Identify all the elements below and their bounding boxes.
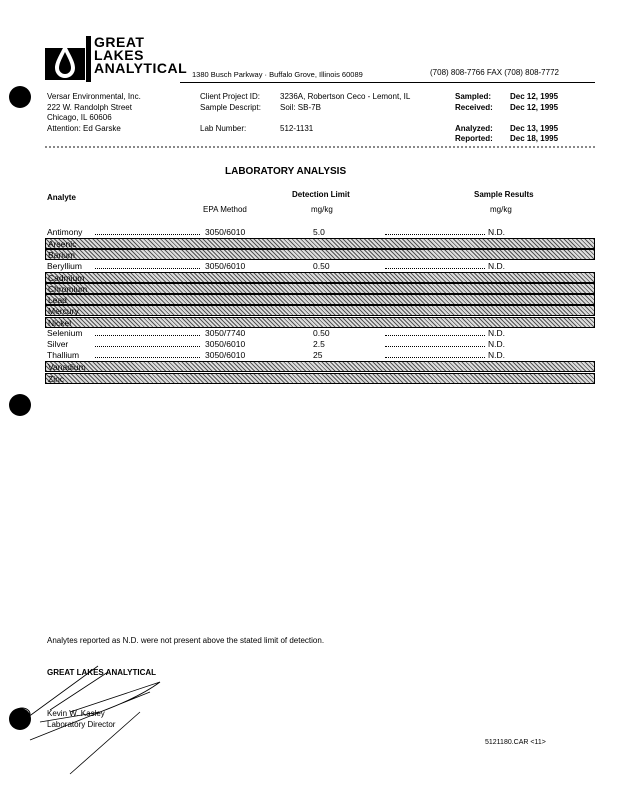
analyte-cell: Nickel <box>48 317 72 328</box>
header-detection-limit: Detection Limit <box>292 190 350 199</box>
leader-dots <box>385 334 485 336</box>
logo-icon <box>45 44 85 80</box>
leader-dots <box>95 234 200 235</box>
leader-dots <box>95 357 200 359</box>
table-row: Mercury <box>45 305 595 317</box>
table-row: Antimony 3050/6010 5.0 N.D. <box>45 227 595 238</box>
leader-dots <box>95 346 200 347</box>
file-reference: 5121180.CAR <11> <box>485 739 546 746</box>
punch-hole <box>9 394 31 416</box>
analyte-cell: Antimony <box>47 227 83 237</box>
epa-method-cell: 3050/7740 <box>205 327 246 338</box>
analyte-cell: Barium <box>48 250 75 261</box>
lab-phone: (708) 808-7766 FAX (708) 808-7772 <box>430 68 559 77</box>
analyte-cell: Zinc <box>48 373 65 384</box>
analyte-cell: Lead <box>48 295 67 306</box>
table-row: Zinc <box>45 372 595 384</box>
detection-limit-cell: 0.50 <box>313 327 330 338</box>
leader-dots <box>95 267 200 269</box>
logo-text: GREAT LAKES ANALYTICAL <box>94 34 188 76</box>
table-row: Lead <box>45 294 595 306</box>
detection-limit-cell: 2.5 <box>313 339 325 349</box>
table-row: Nickel <box>45 316 595 328</box>
signer-name: Kevin W. Kasley <box>47 709 105 718</box>
detection-limit-cell: 5.0 <box>313 227 325 237</box>
leader-dots <box>385 357 485 359</box>
header-analyte: Analyte <box>47 193 76 202</box>
epa-method-cell: 3050/6010 <box>205 339 246 349</box>
result-cell: N.D. <box>488 227 505 237</box>
analyte-cell: Arsenic <box>48 239 77 250</box>
epa-method-cell: 3050/6010 <box>205 260 246 271</box>
analyte-cell: Mercury <box>48 306 79 317</box>
logo-bar <box>86 36 91 82</box>
header-epa-method: EPA Method <box>203 205 247 214</box>
table-row: Thallium 3050/6010 25 N.D. <box>45 350 595 361</box>
table-row: Selenium 3050/7740 0.50 N.D. <box>45 328 595 339</box>
header-dl-units: mg/kg <box>311 205 333 214</box>
analyte-cell: Thallium <box>47 350 80 361</box>
detection-limit-cell: 25 <box>313 350 323 361</box>
table-row: Silver 3050/6010 2.5 N.D. <box>45 339 595 350</box>
table-row: Chromium <box>45 283 595 294</box>
header-sr-units: mg/kg <box>490 205 512 214</box>
leader-dots <box>385 234 485 235</box>
report-title: LABORATORY ANALYSIS <box>225 166 347 177</box>
header-rule <box>180 82 595 83</box>
leader-dots <box>95 334 200 336</box>
signature <box>13 665 161 775</box>
analyte-cell: Selenium <box>47 327 83 338</box>
date-values: Dec 12, 1995 Dec 12, 1995 Dec 13, 1995 Dec… <box>510 92 559 143</box>
result-cell: N.D. <box>488 260 505 271</box>
date-labels: Sampled: Received: Analyzed: Reported: <box>455 92 493 143</box>
analyte-cell: Chromium <box>48 284 88 294</box>
leader-dots <box>385 346 485 347</box>
project-values: 3236A, Robertson Ceco - Lemont, IL Soil: … <box>280 92 411 133</box>
analyte-cell: Silver <box>47 339 69 349</box>
analyte-cell: Cadmium <box>48 272 85 283</box>
footnote: Analytes reported as N.D. were not prese… <box>47 636 325 645</box>
analyte-cell: Vanadium <box>48 362 86 373</box>
epa-method-cell: 3050/6010 <box>205 350 246 361</box>
divider <box>45 146 595 148</box>
result-cell: N.D. <box>488 327 505 338</box>
leader-dots <box>385 267 485 269</box>
table-row: Arsenic <box>45 238 595 250</box>
project-labels: Client Project ID: Sample Descript: Lab N… <box>200 92 261 133</box>
result-cell: N.D. <box>488 350 505 361</box>
analyte-cell: Beryllium <box>47 260 82 271</box>
result-cell: N.D. <box>488 339 505 349</box>
table-row: Vanadium <box>45 361 595 373</box>
epa-method-cell: 3050/6010 <box>205 227 246 237</box>
table-row: Cadmium <box>45 271 595 283</box>
client-block: Versar Environmental, Inc. 222 W. Randolp… <box>47 92 141 133</box>
signer-title: Laboratory Director <box>47 720 116 729</box>
lab-address: 1380 Busch Parkway · Buffalo Grove, Illi… <box>192 70 363 79</box>
signature-company: GREAT LAKES ANALYTICAL <box>47 668 157 677</box>
table-row: Barium <box>45 249 595 261</box>
detection-limit-cell: 0.50 <box>313 260 330 271</box>
header-sample-results: Sample Results <box>474 190 534 199</box>
table-row: Beryllium 3050/6010 0.50 N.D. <box>45 261 595 272</box>
punch-hole <box>9 86 31 108</box>
